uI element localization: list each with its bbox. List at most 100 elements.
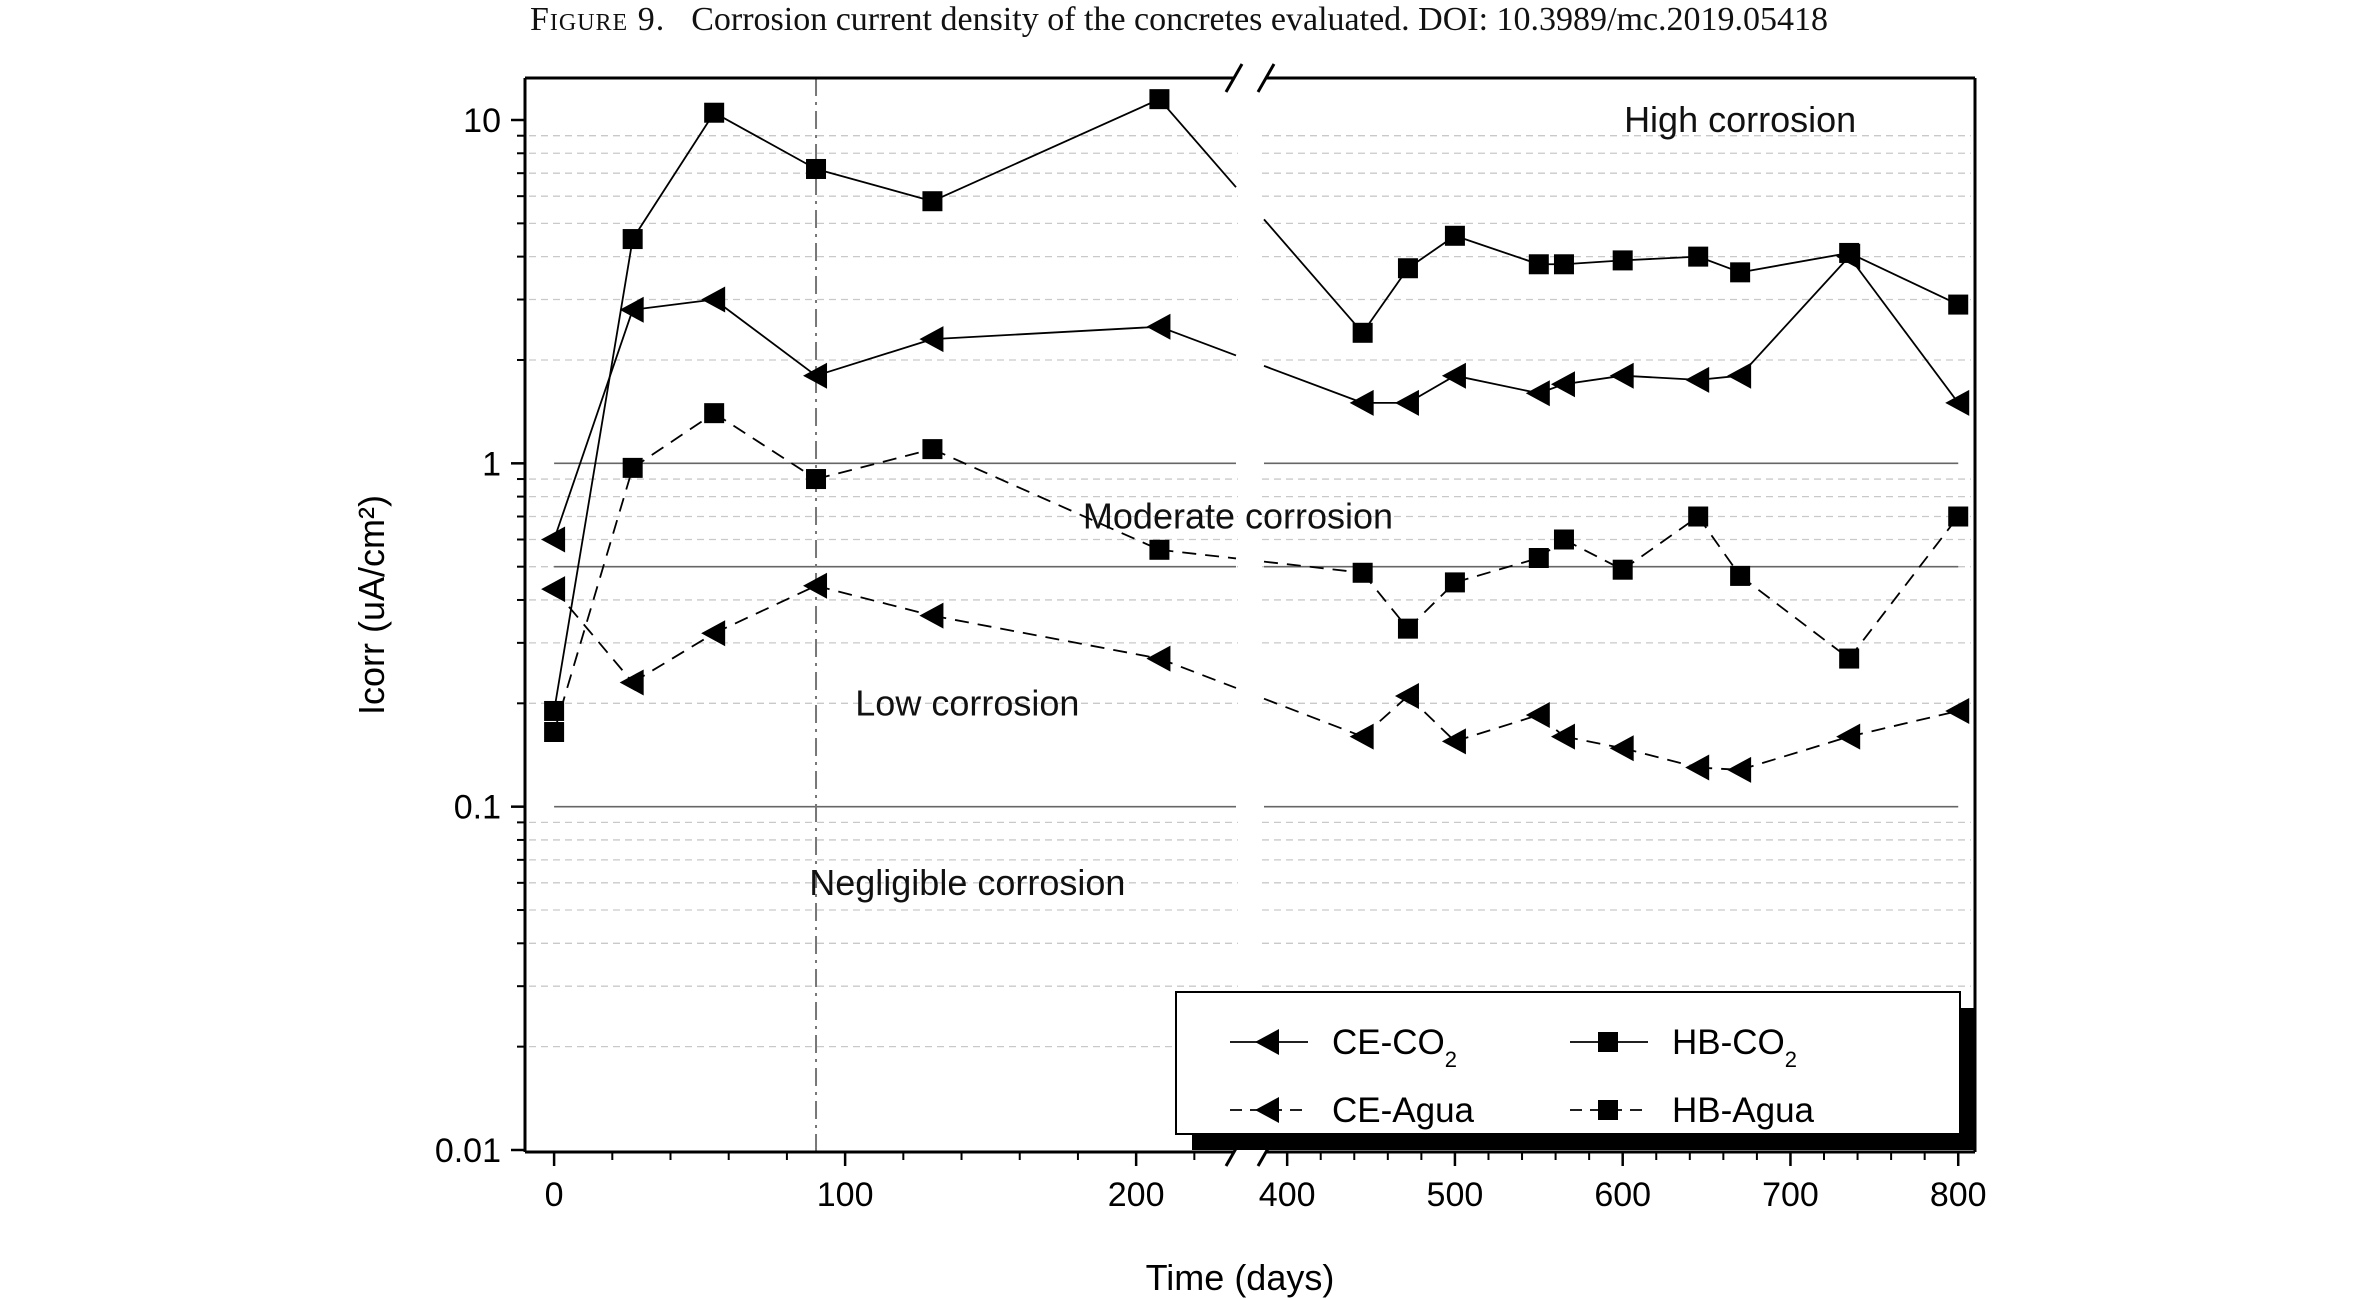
y-tick-label: 0.1 [454,789,501,827]
legend-entry[interactable]: CE-Agua [1230,1091,1475,1130]
series-segment [1263,218,1364,334]
data-point [1146,645,1171,672]
series-segment [932,614,1160,660]
data-point [806,469,827,490]
zone-label: Low corrosion [855,682,1079,723]
series-segment [1848,256,1959,404]
data-point [806,158,827,179]
series-segment [713,412,817,480]
data-point [1730,565,1751,586]
data-point [1444,572,1465,593]
series-segment [1263,365,1363,404]
series-segment [1158,98,1237,188]
data-point [1444,225,1465,246]
data-point [1149,89,1170,110]
legend-label: CE-Agua [1332,1091,1475,1130]
y-tick-label: 1 [482,445,501,483]
legend-marker [1598,1032,1618,1052]
data-point [1609,735,1634,762]
series-hb-co2 [544,89,1969,721]
series-segment [815,584,933,617]
series-segment [815,168,933,203]
data-point [1352,562,1373,583]
data-point [922,439,943,460]
series-segment [553,588,634,684]
zone-labels: High corrosion Moderate corrosion Low corr… [809,99,1856,903]
series-segment [1848,515,1959,660]
data-point [1149,539,1170,560]
series-segment [1263,560,1363,574]
data-point [1441,728,1466,755]
series-ce-co2 [541,243,1970,553]
series-segment [1739,256,1850,377]
legend-entry[interactable]: HB-Agua [1570,1091,1815,1130]
x-tick-label: 400 [1259,1176,1316,1214]
data-point [541,526,566,553]
series-segment [1361,267,1409,334]
data-point [1146,313,1171,340]
x-tick-label: 0 [545,1176,564,1214]
data-point [1688,506,1709,527]
series-segment [1454,557,1540,584]
data-point [1397,258,1418,279]
data-point [919,602,944,629]
data-point [1685,366,1710,393]
series-segment [1159,657,1237,689]
series-segment [1622,374,1699,381]
zone-label: High corrosion [1624,99,1856,140]
series-segment [1454,714,1540,743]
data-point [1525,380,1550,407]
axis-break-mark [1224,63,1244,93]
data-point [1839,648,1860,669]
figure-label: Figure 9. [529,1,666,38]
x-tick-label: 800 [1930,1176,1987,1214]
data-point [1730,262,1751,283]
series-segment [1159,325,1237,357]
series-segment [1848,252,1959,306]
series-layer [541,89,1970,783]
data-point [803,362,828,389]
data-point [704,403,725,424]
series-ce-agua [541,572,1970,783]
legend-marker [1255,1029,1279,1055]
series-segment [1454,234,1540,266]
data-point [1553,254,1574,275]
x-tick-label: 100 [817,1176,874,1214]
data-point [544,721,565,742]
x-axis-title: Time (days) [1146,1257,1335,1298]
data-point [619,669,644,696]
data-point [1441,362,1466,389]
data-point [704,102,725,123]
series-segment [932,98,1160,203]
x-tick-label: 500 [1427,1176,1484,1214]
data-point [1612,559,1633,580]
y-tick-label: 0.01 [435,1132,501,1170]
data-point [1349,389,1374,416]
data-point [701,286,726,313]
data-point [1945,389,1970,416]
legend-marker [1598,1100,1618,1120]
series-hb-agua [544,403,1969,742]
data-point [803,572,828,599]
data-point [1550,723,1575,750]
data-point [1612,250,1633,271]
x-tick-label: 600 [1594,1176,1651,1214]
series-segment [815,338,933,377]
data-point [1836,723,1861,750]
series-segment [932,448,1160,551]
series-segment [1454,374,1539,395]
data-point [1528,254,1549,275]
zone-label: Negligible corrosion [809,862,1125,903]
series-segment [632,298,715,311]
gridlines [529,135,1971,1048]
reference-lines [554,78,1959,1152]
data-point [1349,723,1374,750]
series-segment [932,325,1160,341]
axis-break-mark [1256,63,1276,93]
data-point [919,326,944,353]
data-point [922,191,943,212]
data-point [1727,362,1752,389]
x-tick-label: 200 [1108,1176,1165,1214]
series-segment [1263,697,1363,738]
